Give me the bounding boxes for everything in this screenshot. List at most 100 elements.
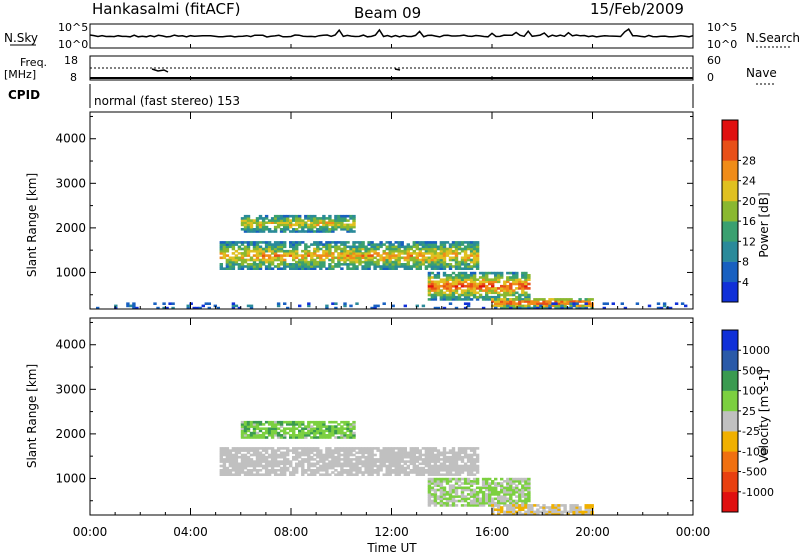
heatmap-cell [472, 501, 477, 505]
heatmap-cell [478, 504, 483, 507]
heatmap-cell [186, 306, 190, 310]
heatmap-cell [316, 254, 320, 257]
heatmap-cell [497, 499, 501, 503]
heatmap-cell [439, 278, 444, 281]
heatmap-cell [527, 510, 531, 514]
heatmap-cell [436, 263, 441, 266]
heatmap-cell [388, 455, 392, 459]
heatmap-cell [500, 271, 504, 275]
heatmap-cell [292, 228, 296, 231]
x-tick-label: 16:00 [475, 525, 510, 539]
heatmap-cell [310, 458, 314, 461]
heatmap-cell [442, 477, 447, 481]
heatmap-cell [433, 252, 438, 255]
heatmap-cell [328, 219, 332, 222]
heatmap-cell [385, 460, 389, 463]
heatmap-cell [340, 466, 344, 470]
heatmap-cell [352, 243, 356, 246]
heatmap-cell [370, 449, 374, 452]
heatmap-cell [292, 469, 296, 472]
heatmap-cell [448, 480, 453, 483]
heatmap-cell [283, 451, 287, 455]
heatmap-cell [261, 453, 266, 457]
heatmap-cell [261, 219, 266, 222]
heatmap-cell [379, 241, 383, 244]
heatmap-cell [469, 471, 474, 474]
heatmap-cell [240, 256, 245, 260]
heatmap-cell [292, 451, 296, 455]
heatmap-cell [518, 280, 522, 284]
heatmap-cell [264, 462, 269, 466]
heatmap-cell [442, 458, 447, 461]
heatmap-cell [334, 217, 338, 220]
heatmap-cell [388, 464, 392, 468]
heatmap-cell [283, 230, 287, 233]
heatmap-cell [472, 243, 477, 246]
heatmap-cell [448, 298, 453, 301]
heatmap-cell [334, 223, 338, 227]
heatmap-cell [394, 458, 398, 461]
heatmap-cell [255, 449, 260, 452]
heatmap-cell [276, 420, 281, 424]
heatmap-cell [298, 455, 302, 459]
heatmap-cell [283, 214, 287, 218]
heatmap-cell [310, 449, 314, 452]
heatmap-cell [445, 241, 450, 244]
heatmap-cell [279, 241, 284, 244]
heatmap-cell [388, 458, 392, 461]
heatmap-cell [249, 249, 254, 253]
heatmap-cell [346, 473, 350, 476]
heatmap-cell [249, 267, 254, 270]
heatmap-cell [370, 473, 374, 476]
heatmap-cell [478, 497, 483, 501]
heatmap-cell [349, 449, 353, 452]
heatmap-cell [427, 271, 432, 275]
heatmap-cell [527, 504, 531, 507]
heatmap-cell [340, 464, 344, 468]
heatmap-cell [340, 214, 344, 218]
heatmap-cell [292, 429, 296, 433]
heatmap-cell [560, 304, 564, 308]
heatmap-cell [680, 302, 685, 305]
heatmap-cell [494, 287, 498, 290]
heatmap-cell [503, 510, 507, 514]
heatmap-cell [349, 249, 353, 253]
heatmap-cell [433, 499, 438, 503]
heatmap-cell [352, 247, 356, 251]
heatmap-cell [463, 249, 468, 253]
heatmap-cell [485, 278, 489, 281]
heatmap-cell [273, 460, 278, 463]
x-tick-label: 00:00 [73, 525, 108, 539]
heatmap-cell [252, 449, 257, 452]
heatmap-cell [352, 219, 356, 222]
heatmap-cell [352, 469, 356, 472]
heatmap-cell [485, 289, 489, 292]
heatmap-cell [255, 252, 260, 255]
heatmap-cell [415, 469, 419, 472]
heatmap-cell [524, 495, 528, 498]
heatmap-cell [340, 219, 344, 222]
heatmap-cell [255, 230, 260, 233]
heatmap-cell [557, 302, 561, 305]
heatmap-cell [316, 427, 320, 430]
heatmap-cell [313, 471, 317, 474]
heatmap-cell [403, 460, 407, 463]
heatmap-cell [279, 469, 284, 472]
heatmap-cell [433, 267, 438, 270]
heatmap-cell [457, 252, 462, 255]
heatmap-cell [279, 263, 284, 266]
heatmap-cell [421, 460, 426, 463]
heatmap-cell [485, 499, 489, 503]
heatmap-cell [307, 214, 311, 218]
heatmap-cell [270, 247, 275, 251]
heatmap-cell [521, 274, 525, 277]
heatmap-cell [310, 451, 314, 455]
heatmap-cell [273, 217, 278, 220]
heatmap-cell [418, 453, 422, 457]
heatmap-cell [445, 249, 450, 253]
heatmap-cell [475, 249, 480, 253]
heatmap-cell [569, 508, 573, 511]
heatmap-cell [388, 252, 392, 255]
heatmap-cell [346, 258, 350, 262]
heatmap-cell [337, 214, 341, 218]
